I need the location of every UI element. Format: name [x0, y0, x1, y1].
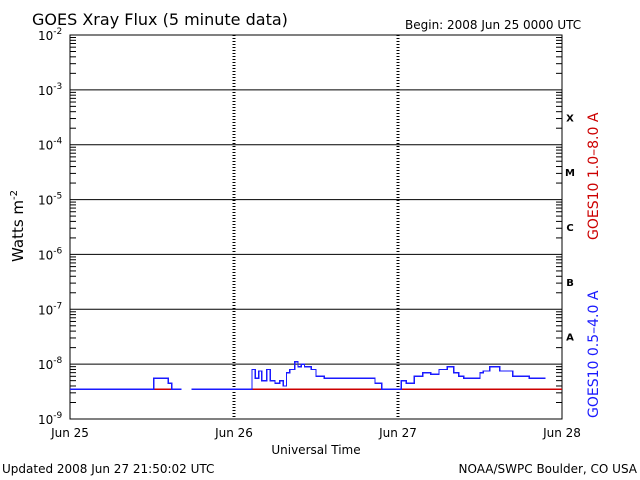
y-tick-label-exponent: -3: [53, 82, 62, 92]
chart-title: GOES Xray Flux (5 minute data): [32, 10, 288, 29]
y-axis-label: Watts m-2: [9, 190, 27, 262]
flare-class-labels: X M C B A: [565, 113, 575, 343]
flare-class-c: C: [566, 223, 573, 234]
y-tick-label-base: 10: [38, 194, 53, 208]
y-tick-label: 10-9: [38, 411, 63, 427]
flare-class-m: M: [565, 168, 575, 179]
y-tick-label-exponent: -4: [53, 137, 62, 147]
x-tick-labels: Jun 25 Jun 26 Jun 27 Jun 28: [50, 426, 581, 440]
y-tick-label: 10-5: [38, 192, 62, 208]
series-line-short: [70, 377, 182, 390]
x-tick-label: Jun 27: [378, 426, 417, 440]
updated-timestamp: Updated 2008 Jun 27 21:50:02 UTC: [2, 462, 214, 476]
y-tick-label-base: 10: [38, 413, 53, 427]
x-tick-label: Jun 26: [214, 426, 253, 440]
y-tick-label-base: 10: [38, 303, 53, 317]
x-tick-label: Jun 25: [50, 426, 89, 440]
x-tick-label: Jun 28: [542, 426, 581, 440]
y-tick-label-base: 10: [38, 84, 53, 98]
series-line-short: [191, 361, 546, 390]
flare-class-b: B: [566, 278, 574, 289]
y-tick-label-base: 10: [38, 248, 53, 262]
y-minor-ticks: [70, 37, 562, 403]
y-tick-label-base: 10: [38, 139, 53, 153]
source-credit: NOAA/SWPC Boulder, CO USA: [459, 462, 638, 476]
y-tick-label-exponent: -9: [53, 411, 62, 421]
y-tick-label-exponent: -6: [53, 246, 62, 256]
horizontal-grid: [70, 89, 562, 365]
y-tick-label-exponent: -2: [53, 27, 62, 37]
legend-long-channel: GOES10 1.0–8.0 A: [586, 112, 602, 240]
y-tick-label: 10-3: [38, 82, 62, 98]
vertical-grid: [232, 35, 400, 419]
y-axis-label-text: Watts m: [9, 200, 27, 262]
plot-frame: [69, 34, 563, 420]
y-tick-label-base: 10: [38, 358, 53, 372]
y-tick-label-exponent: -5: [53, 192, 62, 202]
y-axis-label-exponent: -2: [9, 190, 20, 200]
flare-class-a: A: [566, 333, 574, 344]
x-axis-label: Universal Time: [271, 443, 360, 457]
y-tick-label: 10-6: [38, 246, 63, 262]
y-tick-label: 10-2: [38, 27, 62, 43]
y-tick-label-base: 10: [38, 29, 53, 43]
y-tick-label: 10-4: [38, 137, 63, 153]
flare-class-x: X: [566, 113, 574, 124]
y-tick-label: 10-7: [38, 301, 62, 317]
begin-label: Begin: 2008 Jun 25 0000 UTC: [405, 18, 581, 32]
y-tick-label: 10-8: [38, 356, 63, 372]
y-tick-label-exponent: -8: [53, 356, 62, 366]
legend-short-channel: GOES10 0.5–4.0 A: [586, 290, 602, 418]
y-tick-label-exponent: -7: [53, 301, 62, 311]
series-lines: [70, 361, 562, 390]
y-tick-labels: 10-210-310-410-510-610-710-810-9: [38, 27, 63, 427]
